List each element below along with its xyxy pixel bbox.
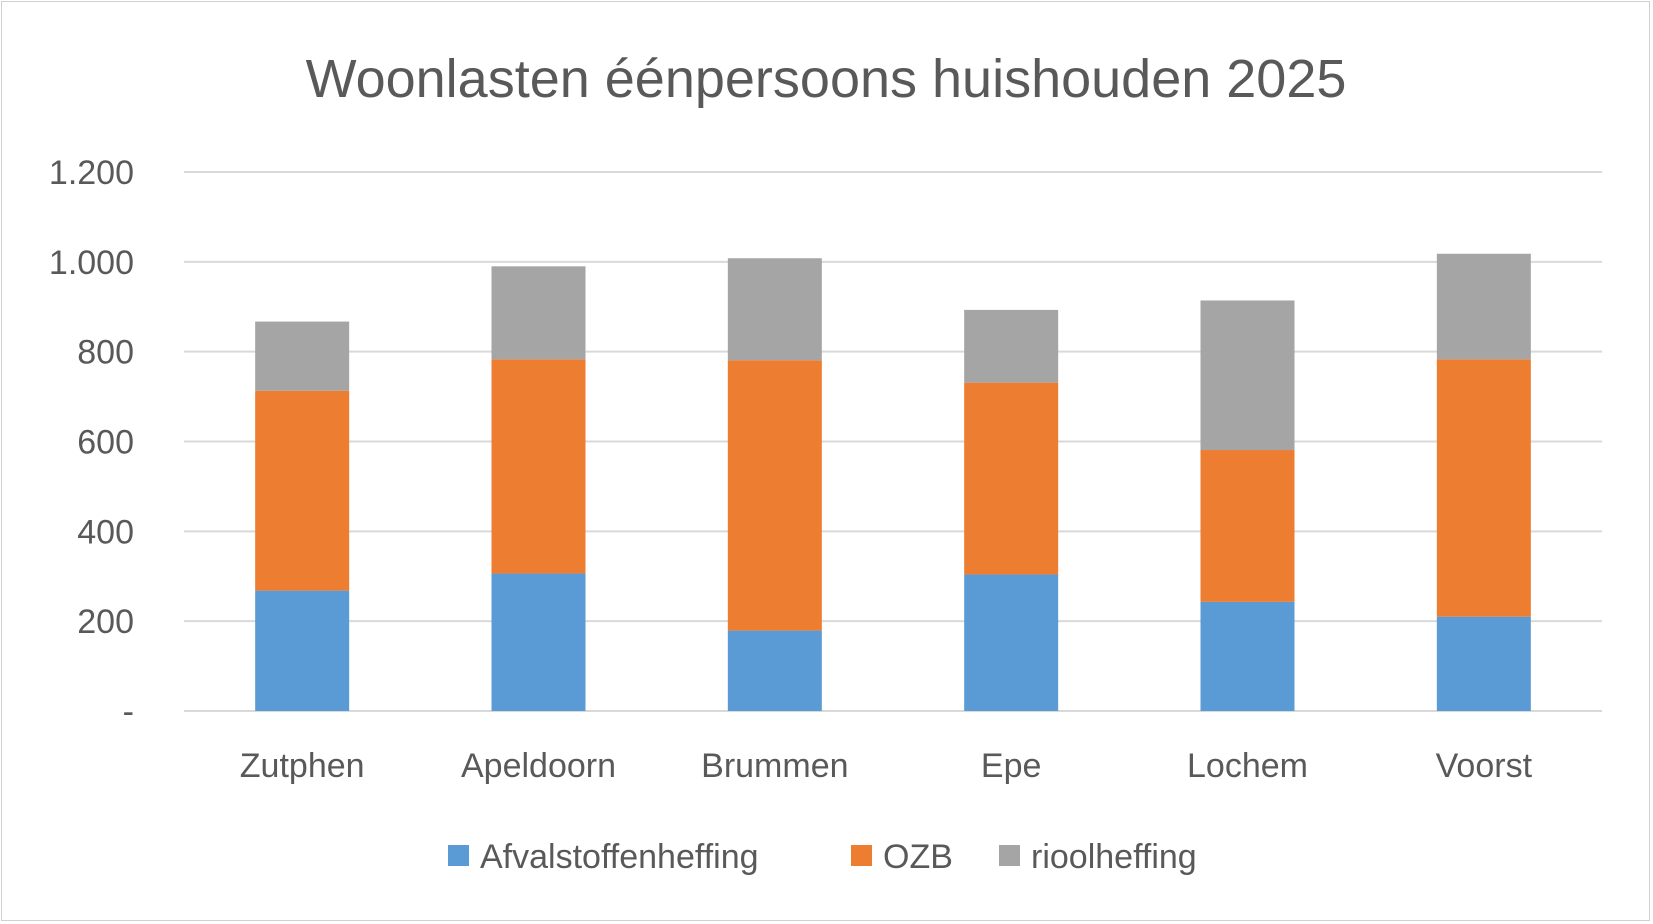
legend-label: Afvalstoffenheffing <box>480 838 759 876</box>
y-tick-label: 1.000 <box>49 244 134 282</box>
bar-segment <box>727 630 822 711</box>
bar-segment <box>491 266 586 360</box>
bar-segment <box>1436 359 1531 617</box>
x-category-label: Zutphen <box>240 747 365 785</box>
legend-label: rioolheffing <box>1031 838 1197 876</box>
bar-segment <box>1200 450 1295 602</box>
bar-segment <box>727 258 822 361</box>
legend-swatch <box>851 845 872 866</box>
bar-segment <box>255 590 350 711</box>
chart-title: Woonlasten éénpersoons huishouden 2025 <box>306 49 1347 109</box>
bar-segment <box>1436 616 1531 711</box>
legend: Afvalstoffenheffing OZB rioolheffing <box>448 838 1197 876</box>
bars <box>255 253 1531 711</box>
bar-segment <box>964 574 1059 711</box>
bar-segment <box>1200 601 1295 711</box>
gridlines <box>184 171 1602 712</box>
legend-swatch <box>999 845 1020 866</box>
bar-segment <box>727 360 822 631</box>
y-axis-ticks: - 200 400 600 800 1.000 1.200 <box>49 154 134 731</box>
bar-segment <box>491 573 586 711</box>
bar-segment <box>255 321 350 391</box>
y-tick-label: 800 <box>77 334 134 372</box>
bar-segment <box>255 390 350 591</box>
y-tick-label: 1.200 <box>49 154 134 192</box>
y-tick-label: 400 <box>77 513 134 551</box>
legend-swatch <box>448 845 469 866</box>
y-tick-label: - <box>123 693 134 731</box>
bar-segment <box>1436 253 1531 360</box>
bar-segment <box>491 359 586 574</box>
x-category-label: Brummen <box>701 747 848 785</box>
x-category-label: Epe <box>981 747 1042 785</box>
x-category-label: Apeldoorn <box>461 747 616 785</box>
x-axis-categories: Zutphen Apeldoorn Brummen Epe Lochem Voorst <box>240 747 1533 785</box>
bar-segment <box>964 309 1059 383</box>
bar-segment <box>964 382 1059 575</box>
bar-segment <box>1200 300 1295 451</box>
y-tick-label: 200 <box>77 603 134 641</box>
x-category-label: Voorst <box>1436 747 1533 785</box>
x-category-label: Lochem <box>1187 747 1308 785</box>
y-tick-label: 600 <box>77 424 134 462</box>
legend-label: OZB <box>883 838 953 876</box>
